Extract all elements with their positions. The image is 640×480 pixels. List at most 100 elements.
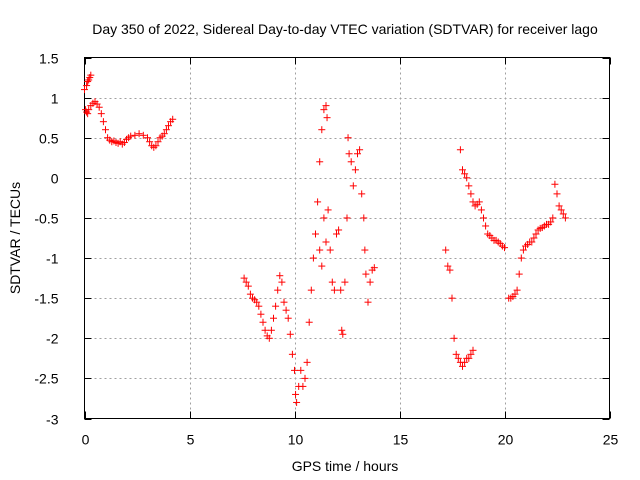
data-point [85, 106, 93, 114]
data-point [320, 106, 328, 114]
tick-layer [84, 57, 611, 420]
y-tick-label: 0.5 [39, 131, 59, 147]
data-point [345, 150, 353, 158]
frame-layer [84, 57, 610, 419]
data-point [463, 174, 471, 182]
data-point [314, 198, 322, 206]
data-point [561, 214, 569, 222]
data-point [144, 134, 151, 142]
data-point [87, 71, 95, 79]
data-point [282, 306, 290, 314]
data-point [480, 214, 487, 222]
data-point [553, 190, 561, 198]
data-point [274, 286, 282, 294]
x-tick-label: 20 [498, 432, 514, 448]
data-point [448, 294, 456, 302]
data-point [278, 278, 286, 286]
data-point [339, 330, 347, 338]
data-point [284, 314, 292, 322]
data-point [299, 382, 307, 390]
data-point [465, 182, 473, 190]
data-point [358, 190, 366, 198]
data-point [303, 358, 311, 366]
data-point [84, 110, 92, 118]
data-point [532, 230, 540, 238]
data-point [301, 374, 309, 382]
data-point [297, 366, 305, 374]
data-point [99, 118, 107, 126]
data-point [469, 346, 477, 354]
data-point [328, 278, 336, 286]
data-point [501, 244, 508, 252]
data-point [517, 254, 525, 262]
data-point [270, 314, 277, 322]
y-tick-label: -3 [46, 412, 59, 428]
data-point [349, 182, 357, 190]
y-tick-label: 1 [51, 91, 59, 107]
y-tick-label: 0 [51, 171, 59, 187]
data-point [102, 126, 109, 134]
data-point [160, 130, 168, 138]
data-point [276, 272, 284, 280]
data-point [557, 206, 565, 214]
grid-layer [84, 57, 610, 419]
data-point [95, 103, 103, 111]
data-point [515, 270, 523, 278]
x-tick-label: 25 [603, 432, 619, 448]
data-point [169, 115, 177, 123]
data-point [528, 238, 536, 246]
data-point [165, 122, 172, 130]
y-tick-label: -0.5 [34, 211, 58, 227]
data-point [337, 286, 345, 294]
data-point [333, 230, 340, 238]
data-point [351, 166, 359, 174]
data-point [469, 198, 477, 206]
x-tick-label: 5 [187, 432, 195, 448]
data-point [81, 86, 88, 94]
x-tick-label: 0 [82, 432, 90, 448]
data-point [530, 234, 538, 242]
data-point [83, 82, 91, 90]
data-point [459, 362, 466, 370]
data-point [135, 130, 143, 138]
x-tick-label: 15 [393, 432, 409, 448]
label-layer: 0 5 10 15 20 25 -3 -2.5 -2 -1.5 -1 -0.5 0 0.5 1 1.5 [34, 51, 618, 448]
data-point [318, 126, 326, 134]
data-point [335, 226, 343, 234]
data-point [154, 138, 162, 146]
y-tick-label: -1.5 [34, 291, 58, 307]
data-point [344, 134, 352, 142]
data-point [265, 334, 273, 342]
data-point [162, 126, 170, 134]
data-point [97, 110, 105, 118]
data-point [362, 270, 370, 278]
data-point [475, 198, 483, 206]
data-point [324, 206, 332, 214]
data-point [244, 282, 252, 290]
data-point [152, 142, 160, 150]
data-point [253, 298, 261, 306]
data-point [456, 146, 464, 154]
data-point [286, 330, 294, 338]
data-point [242, 278, 250, 286]
data-point [84, 78, 92, 86]
data-point [547, 218, 555, 226]
data-point [444, 262, 452, 270]
data-point [467, 350, 475, 358]
data-point [341, 278, 349, 286]
data-point [338, 326, 346, 334]
data-point [318, 262, 326, 270]
y-tick-label: -2.5 [34, 371, 58, 387]
data-point [461, 358, 469, 366]
data-point [261, 326, 269, 334]
data-point [450, 334, 458, 342]
y-tick-label: -1 [46, 251, 59, 267]
data-point [322, 102, 330, 110]
data-point [459, 166, 466, 174]
data-point [255, 302, 263, 310]
data-point [446, 266, 454, 274]
chart-title: Day 350 of 2022, Sidereal Day-to-day VTE… [92, 21, 598, 37]
data-point [316, 246, 324, 254]
data-point [139, 131, 147, 139]
data-point [246, 290, 254, 298]
